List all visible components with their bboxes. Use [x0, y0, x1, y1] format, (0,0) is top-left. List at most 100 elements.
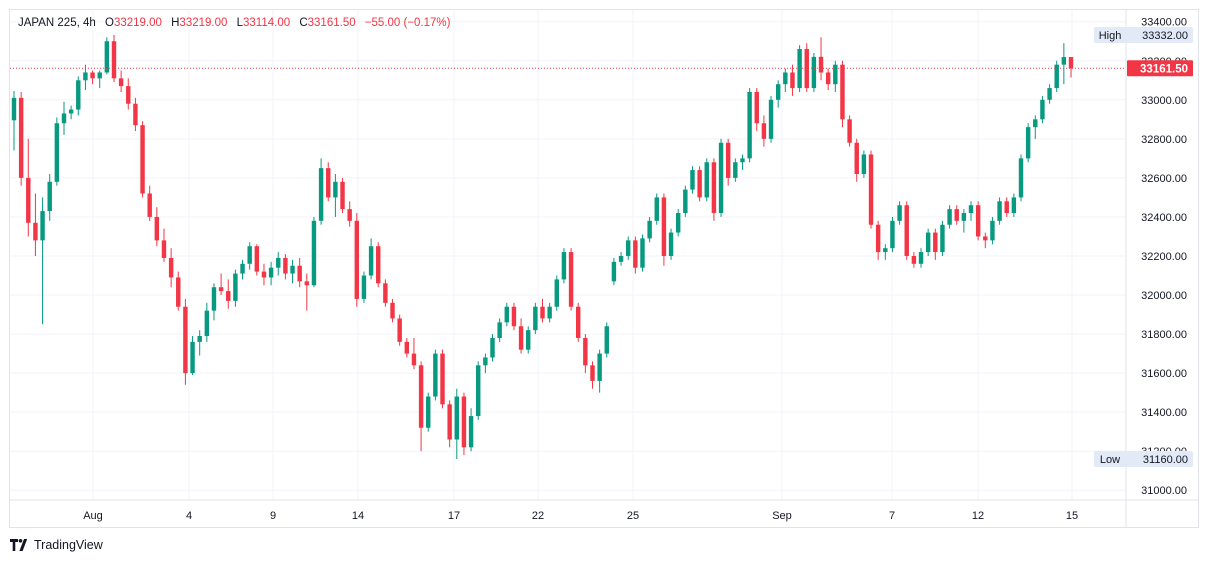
- candle-body: [454, 396, 460, 440]
- price-markers: 33161.50 High 33332.00 Low 31160.00: [10, 26, 1193, 468]
- candle-body: [426, 396, 431, 428]
- candle-body: [897, 205, 902, 221]
- candle-body: [326, 168, 331, 198]
- y-tick-label: 32200.00: [1141, 251, 1187, 263]
- low-marker-label: Low: [1100, 454, 1120, 466]
- axes: 31000.0031200.0031400.0031600.0031800.00…: [10, 10, 1198, 527]
- y-tick-label: 32000.00: [1141, 290, 1187, 302]
- candle-body: [318, 168, 324, 221]
- y-tick-label: 31400.00: [1141, 407, 1187, 419]
- candle-body: [33, 222, 38, 241]
- candle-body: [490, 337, 495, 358]
- candle-body: [518, 326, 524, 350]
- candle-body: [654, 197, 659, 221]
- candle-body: [1018, 158, 1024, 198]
- candle-body: [376, 246, 381, 284]
- candle-body: [47, 181, 52, 212]
- candle-body: [975, 205, 981, 237]
- candle-body: [547, 306, 552, 319]
- candle-body: [990, 220, 995, 241]
- candle-body: [118, 78, 124, 87]
- candle-body: [561, 252, 567, 280]
- candle-body: [954, 209, 959, 221]
- candle-body: [1054, 64, 1059, 89]
- candle-body: [804, 49, 809, 89]
- y-tick-label: 31800.00: [1141, 329, 1187, 341]
- candle-body: [661, 197, 667, 256]
- candle-body: [833, 64, 838, 85]
- candle-body: [683, 189, 688, 214]
- low-label: L: [236, 17, 243, 29]
- candle-body: [640, 238, 645, 268]
- candle-body: [111, 41, 117, 79]
- candle-body: [390, 302, 395, 319]
- candle-body: [725, 142, 731, 178]
- candle-body: [633, 240, 638, 268]
- candle-body: [1004, 201, 1009, 214]
- candle-body: [940, 224, 945, 253]
- candle-body: [11, 97, 17, 121]
- change-value: −55.00 (−0.17%): [364, 17, 451, 29]
- candle-body: [68, 109, 74, 114]
- candle-body: [347, 209, 352, 221]
- candle-body: [290, 265, 295, 274]
- candle-body: [97, 72, 102, 79]
- candle-body: [76, 80, 81, 110]
- candle-body: [868, 154, 874, 225]
- candle-body: [583, 337, 588, 366]
- candle-body: [911, 255, 917, 264]
- candle-body: [154, 216, 160, 241]
- tradingview-logo[interactable]: TradingView: [10, 538, 103, 552]
- candle-body: [718, 142, 724, 214]
- candle-body: [533, 306, 538, 331]
- candle-body: [340, 181, 345, 210]
- candle-body: [483, 357, 488, 366]
- candle-body: [447, 404, 452, 440]
- candle-body: [968, 205, 974, 214]
- candle-body: [504, 306, 510, 323]
- candle-body: [861, 154, 867, 174]
- candle-body: [818, 56, 824, 73]
- x-tick-label: 4: [186, 510, 192, 522]
- high-marker-badge: [1094, 26, 1193, 43]
- candle-body: [675, 213, 681, 233]
- candle-body: [204, 310, 210, 337]
- last-price-label: 33161.50: [1140, 63, 1188, 75]
- candle-body: [83, 72, 88, 81]
- candle-body: [26, 177, 31, 223]
- ohlc-legend: JAPAN 225, 4h O33219.00 H33219.00 L33114…: [18, 17, 450, 29]
- candle-body: [883, 248, 888, 253]
- x-tick-label: Sep: [772, 510, 792, 522]
- candle-body: [783, 72, 788, 85]
- candle-body: [40, 211, 45, 241]
- candle-body: [311, 220, 317, 286]
- x-tick-label: 7: [889, 510, 895, 522]
- candle-body: [140, 125, 145, 194]
- candle-body: [368, 246, 374, 276]
- candle-body: [597, 353, 602, 381]
- candle-body: [261, 271, 267, 278]
- candle-body: [461, 396, 467, 448]
- candle-body: [1068, 57, 1074, 69]
- x-tick-label: 17: [448, 510, 460, 522]
- candle-body: [354, 220, 360, 299]
- candle-body: [625, 240, 631, 256]
- candle-body: [297, 265, 302, 282]
- candle-body: [333, 181, 338, 198]
- candle-body: [747, 91, 752, 159]
- x-tick-label: 25: [627, 510, 639, 522]
- candle-body: [933, 232, 938, 253]
- high-marker-label: High: [1099, 30, 1122, 42]
- low-marker-badge: [1094, 451, 1193, 468]
- candle-body: [704, 162, 709, 198]
- candle-body: [668, 232, 674, 256]
- candle-body: [840, 64, 845, 120]
- candle-body: [754, 91, 759, 124]
- candle-body: [397, 318, 402, 342]
- candle-body: [411, 353, 417, 366]
- close-value: 33161.50: [307, 17, 356, 29]
- candle-body: [497, 322, 502, 338]
- y-tick-label: 32400.00: [1141, 212, 1187, 224]
- candle-body: [790, 72, 795, 89]
